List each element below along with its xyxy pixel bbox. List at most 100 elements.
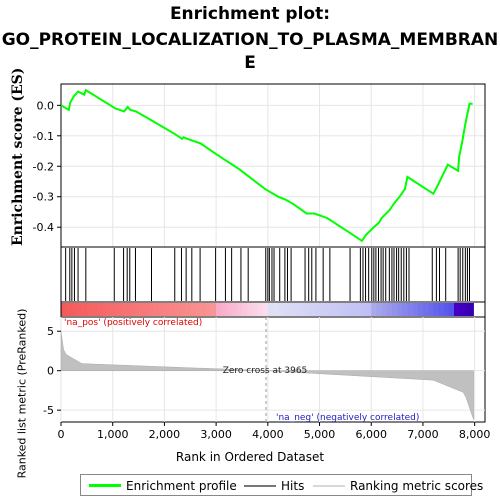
x-tick-label: 8,000 — [459, 428, 491, 441]
ranked-ytick-label: 5 — [47, 325, 54, 338]
heatbar-segment — [469, 303, 474, 316]
heatbar-segment — [391, 303, 398, 316]
heatbar-segment — [71, 303, 77, 316]
heatbar-segment — [200, 303, 207, 316]
heatbar-segment — [159, 303, 165, 316]
heatbar-segment — [210, 303, 217, 316]
heatbar-segment — [112, 303, 119, 316]
legend-ranking-label: Ranking metric scores — [350, 479, 484, 493]
zero-cross-label: Zero cross at 3965 — [223, 366, 308, 376]
heatbar-segment — [448, 303, 455, 316]
legend-hits-swatch — [244, 485, 276, 487]
heatbar-segment — [92, 303, 98, 316]
heatbar-segment — [262, 303, 269, 316]
heatbar-segment — [345, 303, 351, 316]
heatbar-segment — [148, 303, 155, 316]
heatbar-segment — [267, 303, 274, 316]
heatbar-segment — [428, 303, 434, 316]
heatbar-segment — [324, 303, 331, 316]
heatbar-segment — [241, 303, 248, 316]
x-tick-label: 0 — [58, 428, 65, 441]
heatbar-segment — [195, 303, 201, 316]
heatbar-segment — [143, 303, 150, 316]
heatbar-segment — [319, 303, 326, 316]
x-tick-label: 1,000 — [97, 428, 129, 441]
heatbar-segment — [107, 303, 114, 316]
legend-ranking-swatch — [313, 485, 345, 487]
es-ytick-label: -0.2 — [33, 160, 54, 173]
heatbar-segment — [371, 303, 377, 316]
heatbar-segment — [293, 303, 300, 316]
heatbar-segment — [329, 303, 336, 316]
heatbar-segment — [81, 303, 88, 316]
ranked-ytick-label: 0 — [47, 365, 54, 378]
heatbar-segment — [355, 303, 362, 316]
x-tick-label: 6,000 — [355, 428, 387, 441]
heatbar-segment — [438, 303, 444, 316]
heatbar-segment — [360, 303, 367, 316]
heatbar-segment — [309, 303, 315, 316]
heatbar-segment — [102, 303, 108, 316]
heatbar-segment — [402, 303, 408, 316]
heatbar-segment — [231, 303, 238, 316]
heatbar-segment — [453, 303, 460, 316]
legend-hits-label: Hits — [281, 479, 305, 493]
heatbar-segment — [443, 303, 450, 316]
heatbar-segment — [205, 303, 212, 316]
es-ytick-label: 0.0 — [37, 99, 55, 112]
heatbar-segment — [288, 303, 294, 316]
heatbar-segment — [298, 303, 305, 316]
heatbar-segment — [76, 303, 82, 316]
es-ytick-label: -0.1 — [33, 130, 54, 143]
ranked-ytick-label: -5 — [43, 404, 54, 417]
heatbar-segment — [366, 303, 372, 316]
heatbar-segment — [273, 303, 279, 316]
heatbar-segment — [66, 303, 72, 316]
heatbar-segment — [350, 303, 357, 316]
heatbar-segment — [185, 303, 191, 316]
heatbar-segment — [169, 303, 176, 316]
x-tick-label: 2,000 — [149, 428, 181, 441]
heatbar-segment — [97, 303, 103, 316]
heatbar-segment — [221, 303, 227, 316]
heatbar-segment — [117, 303, 124, 316]
heatbar-segment — [412, 303, 419, 316]
heatbar-segment — [433, 303, 439, 316]
es-ytick-label: -0.3 — [33, 191, 54, 204]
title-line-1: Enrichment plot: — [169, 4, 331, 24]
heatbar-segment — [278, 303, 284, 316]
heatbar-segment — [138, 303, 145, 316]
heatbar-segment — [123, 303, 129, 316]
es-ytick-label: -0.4 — [33, 221, 54, 234]
es-panel-frame — [60, 83, 486, 248]
heatbar-segment — [174, 303, 181, 316]
heatbar-segment — [335, 303, 341, 316]
heatbar-segment — [397, 303, 403, 316]
heatbar-segment — [304, 303, 310, 316]
heatbar-segment — [381, 303, 388, 316]
neg-correlated-label: 'na_neg' (negatively correlated) — [276, 413, 419, 423]
x-tick-label: 4,000 — [252, 428, 284, 441]
heatbar-segment — [179, 303, 186, 316]
heatbar-segment — [417, 303, 424, 316]
heatbar-segment — [133, 303, 139, 316]
hits-panel-frame — [60, 246, 486, 303]
x-tick-label: 7,000 — [407, 428, 439, 441]
title-line-2: GO_PROTEIN_LOCALIZATION_TO_PLASMA_MEMBRA… — [1, 30, 499, 50]
x-tick-label: 5,000 — [304, 428, 336, 441]
heatbar-segment — [128, 303, 134, 316]
rank-heatmap-bar — [61, 303, 474, 316]
pos-correlated-label: 'na_pos' (positively correlated) — [64, 318, 202, 328]
legend-profile-swatch — [89, 484, 121, 487]
ranking-metric-area — [60, 331, 474, 420]
x-axis-label: Rank in Ordered Dataset — [175, 450, 325, 464]
heatbar-segment — [236, 303, 243, 316]
legend: Enrichment profile Hits Ranking metric s… — [80, 474, 483, 496]
heatbar-segment — [252, 303, 258, 316]
heatbar-segment — [459, 303, 465, 316]
heatbar-segment — [247, 303, 253, 316]
heatbar-segment — [164, 303, 170, 316]
heatbar-segment — [226, 303, 232, 316]
